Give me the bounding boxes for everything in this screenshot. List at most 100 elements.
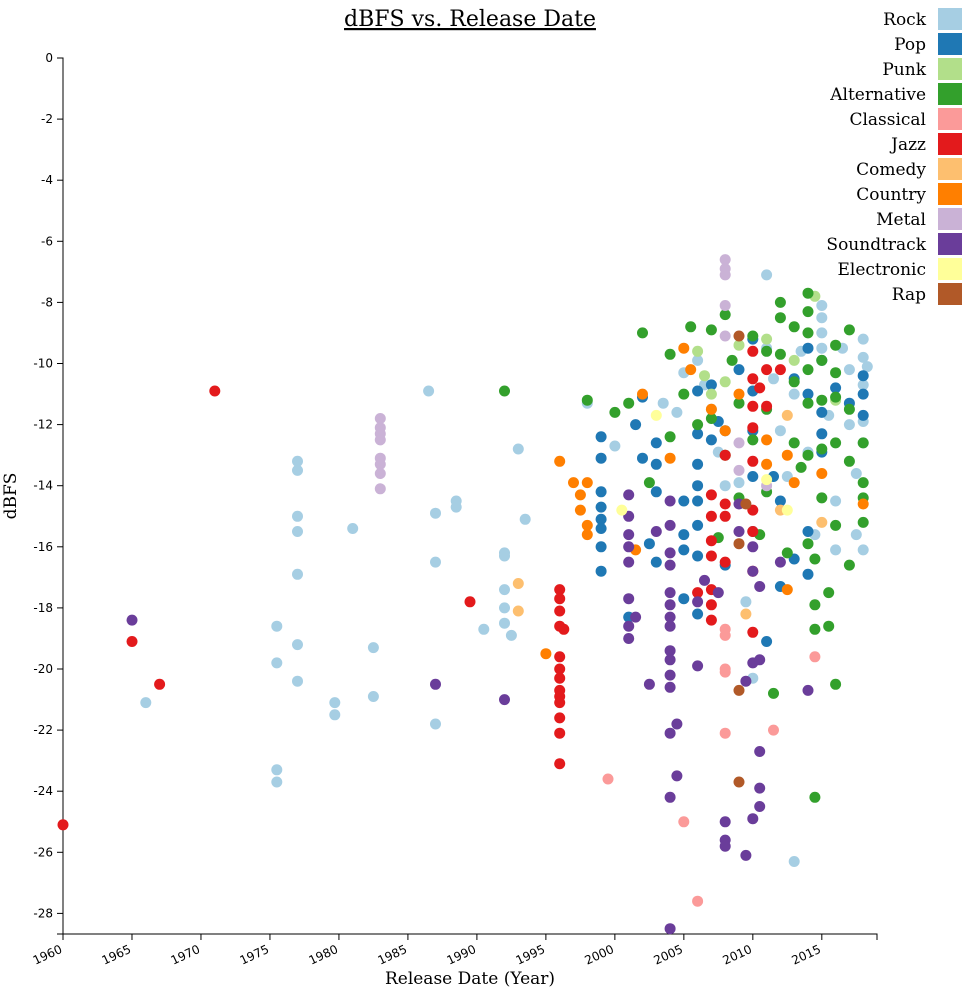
data-point [740,596,752,608]
x-tick-label: 1970 [169,942,203,968]
x-tick-label: 1965 [100,942,134,968]
data-point [774,425,786,437]
data-point [678,529,690,541]
series-jazz [57,345,786,831]
data-point [595,523,607,534]
data-point [788,354,800,366]
legend-label: Alternative [829,85,926,105]
data-point [816,492,828,504]
data-point [685,364,697,376]
data-point [719,816,731,828]
legend-swatch [938,158,962,180]
data-point [747,422,759,434]
data-point [430,556,441,568]
data-point [347,523,359,534]
y-tick-label: -8 [41,295,53,309]
data-point [768,373,779,385]
data-point [430,678,441,690]
data-point [705,510,717,522]
data-point [830,391,842,403]
data-point [733,464,745,476]
data-point [623,541,635,553]
data-point [761,434,773,446]
data-point [733,388,745,400]
data-point [802,449,814,461]
data-point [499,694,510,706]
data-point [850,529,862,541]
data-point [292,568,303,580]
data-point [754,746,766,757]
data-point [637,327,648,339]
data-point [126,636,138,647]
data-point [581,477,593,489]
data-point [57,819,69,831]
data-point [747,526,759,537]
data-point [554,593,566,605]
series-rap [733,330,752,788]
data-point [692,608,704,620]
series-soundtrack [126,489,814,935]
x-tick-label: 1985 [376,942,410,968]
data-point [664,452,676,464]
data-point [761,269,773,281]
data-point [754,801,766,812]
legend-label: Soundtrack [826,235,926,255]
data-point [209,385,221,397]
data-point [809,553,821,565]
data-point [292,455,303,467]
data-point [292,464,303,476]
legend-label: Rock [883,10,927,30]
legend-label: Rap [892,285,926,305]
data-point [857,388,869,400]
data-point [705,550,717,562]
data-point [554,758,566,770]
data-point [512,578,524,589]
data-point [692,587,704,599]
data-point [774,312,786,324]
y-tick-label: -6 [41,234,53,248]
data-point [664,599,676,611]
data-point [774,556,786,568]
data-point [823,620,835,632]
data-point [816,312,828,324]
data-point [747,813,759,825]
series-electronic [616,409,793,516]
data-point [754,382,766,394]
data-point [802,397,814,409]
data-point [554,651,566,663]
legend-item-metal: Metal [876,208,962,230]
data-point [788,477,800,489]
data-point [637,388,648,400]
legend-swatch [938,33,962,55]
data-point [581,394,593,406]
data-point [816,428,828,440]
data-point [374,483,386,495]
data-point [671,718,683,730]
data-point [430,718,441,730]
data-point [650,437,662,449]
data-point [499,617,510,629]
data-point [692,458,704,470]
data-point [816,300,828,311]
data-point [816,327,828,339]
data-point [664,727,676,739]
data-point [733,339,745,351]
data-point [802,287,814,299]
data-point [705,535,717,547]
data-point [692,345,704,357]
data-point [126,614,138,626]
data-point [816,394,828,406]
data-point [719,510,731,522]
data-point [664,431,676,443]
data-point [678,593,690,605]
data-point [802,327,814,339]
legend-item-classical: Classical [849,108,962,130]
data-point [747,330,759,342]
data-point [740,608,752,620]
data-point [705,403,717,415]
y-tick-label: -26 [33,845,53,859]
data-point [664,547,676,559]
legend-label: Jazz [889,135,926,155]
data-point [671,406,683,418]
